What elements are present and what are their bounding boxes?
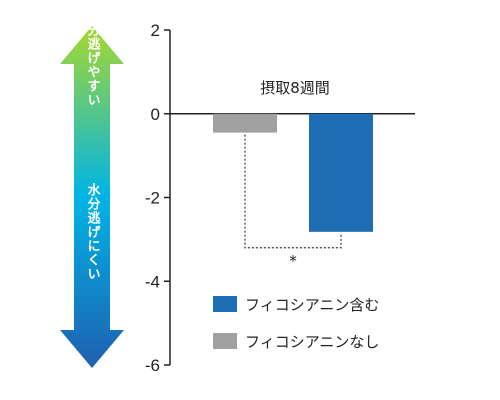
- legend-label-with: フィコシアニン含む: [245, 296, 379, 314]
- legend: フィコシアニン含む フィコシアニンなし: [213, 296, 379, 351]
- significance-bracket: [244, 134, 342, 249]
- significance-marker: *: [289, 252, 297, 270]
- y-tick-label: 2: [151, 21, 160, 40]
- y-tick-label: -4: [145, 272, 160, 291]
- legend-swatch-with: [213, 296, 237, 312]
- arrow-bottom-label: 水分逃げにくい: [85, 182, 101, 281]
- y-axis: [164, 29, 171, 366]
- double-arrow-shape: [60, 26, 124, 368]
- y-tick-labels: 2 0 -2 -4 -6: [145, 21, 160, 375]
- chart-title: 摂取8週間: [260, 79, 330, 97]
- y-tick-label: 0: [151, 105, 160, 124]
- y-tick-label: -2: [145, 189, 160, 208]
- legend-label-without: フィコシアニンなし: [245, 333, 379, 351]
- scale-arrow: 水分逃げやすい 水分逃げにくい: [60, 8, 124, 368]
- bar-with-phycocyanin: [309, 113, 373, 232]
- y-tick-label: -6: [145, 356, 160, 375]
- bar-without-phycocyanin: [213, 113, 277, 133]
- arrow-top-label: 水分逃げやすい: [85, 8, 101, 107]
- legend-swatch-without: [213, 333, 237, 349]
